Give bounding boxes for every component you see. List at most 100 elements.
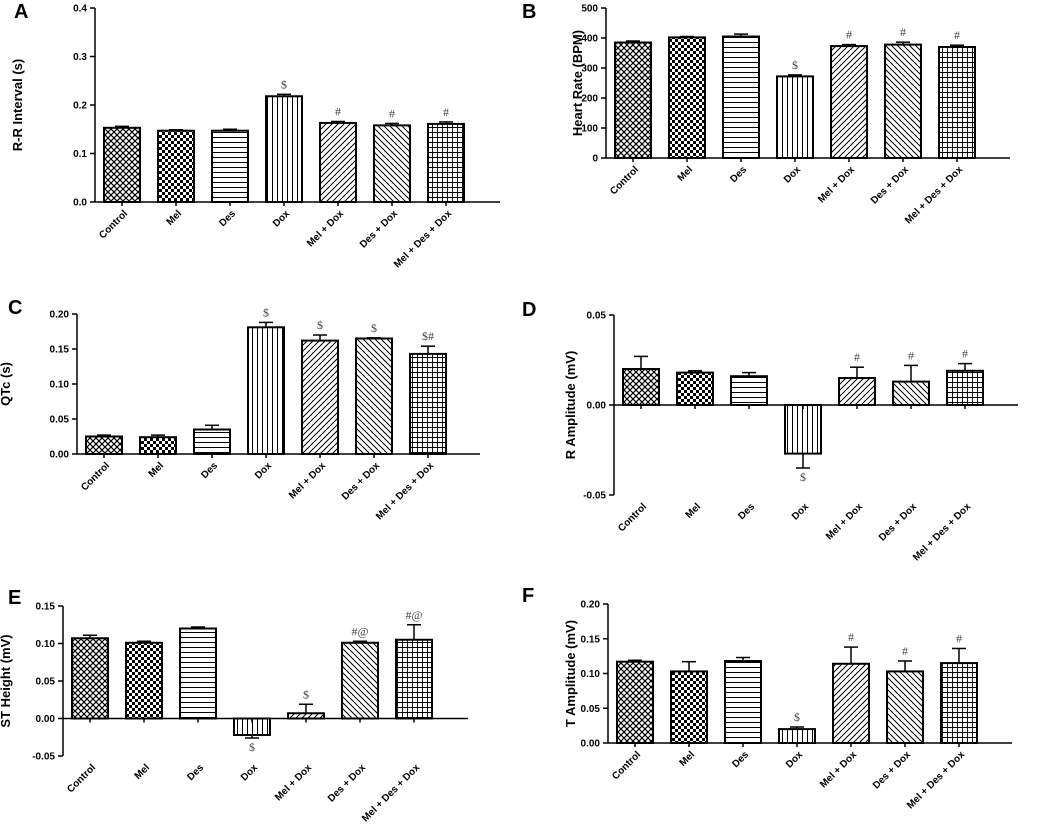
bar <box>373 124 411 203</box>
y-tick-label: 0.10 <box>581 669 601 680</box>
category-label: Dox <box>239 762 260 783</box>
y-tick-label: 400 <box>581 34 598 45</box>
y-tick-label: 0.05 <box>50 415 70 426</box>
bar <box>838 377 876 406</box>
y-tick-label: 0.00 <box>581 739 601 750</box>
y-tick-label: 100 <box>581 124 598 135</box>
significance-annotation: #@ <box>351 624 368 638</box>
significance-annotation: $ <box>800 470 806 484</box>
category-label: Des + Dox <box>340 460 382 502</box>
bar <box>886 670 924 744</box>
bar <box>409 352 447 455</box>
bar <box>616 660 654 744</box>
y-tick-label: 0.00 <box>50 450 70 461</box>
bar <box>71 637 109 720</box>
significance-annotation: # <box>846 28 852 42</box>
y-tick-label: 0.10 <box>36 639 56 650</box>
bar <box>614 41 652 159</box>
significance-annotation: $ <box>249 740 255 754</box>
y-tick-label: 0.20 <box>50 310 70 321</box>
significance-annotation: $ <box>303 687 309 701</box>
category-label: Mel <box>676 164 696 184</box>
bar <box>301 339 339 456</box>
significance-annotation: $ <box>263 305 269 319</box>
y-tick-label: 500 <box>581 4 598 15</box>
panel-letter: A <box>14 1 28 23</box>
bar <box>946 369 984 406</box>
y-axis-label: ST Height (mV) <box>0 634 13 727</box>
significance-annotation: $# <box>422 329 434 343</box>
y-tick-label: 0.4 <box>73 4 87 15</box>
category-label: Des <box>185 762 206 783</box>
significance-annotation: $ <box>281 77 287 91</box>
bar <box>265 95 303 203</box>
y-axis-label: R Amplitude (mV) <box>563 351 578 460</box>
panel-c: C QTc (s) 0.00 0.05 0.10 0.15 0.20 Control Mel… <box>0 297 480 522</box>
significance-annotation: $ <box>317 318 323 332</box>
category-label: Dox <box>271 208 292 229</box>
y-axis-label: R-R Interval (s) <box>10 59 25 151</box>
category-label: Mel <box>678 749 698 769</box>
bar <box>676 371 714 407</box>
significance-annotation: # <box>848 630 854 644</box>
significance-annotation: $ <box>792 58 798 72</box>
category-label: Mel <box>133 762 153 782</box>
bar <box>341 641 379 720</box>
bar <box>85 435 123 455</box>
category-label: Des + Dox <box>326 762 368 804</box>
category-label: Des + Dox <box>877 501 919 543</box>
category-label: Mel + Dox <box>818 749 859 790</box>
bar <box>319 121 357 203</box>
category-label: Mel <box>684 501 704 521</box>
category-label: Mel + Des + Dox <box>903 164 965 226</box>
significance-annotation: # <box>908 348 914 362</box>
category-label: Control <box>97 208 130 241</box>
significance-annotation: # <box>389 106 395 120</box>
bar <box>622 368 660 406</box>
significance-annotation: $ <box>371 321 377 335</box>
panel-letter: F <box>522 585 534 607</box>
significance-annotation: # <box>854 350 860 364</box>
y-tick-label: 0 <box>592 154 598 165</box>
panel-d: D R Amplitude (mV) -0.05 0.00 0.05 Control M… <box>522 299 1018 563</box>
bar <box>724 659 762 744</box>
category-label: Control <box>65 762 98 795</box>
significance-annotation: # <box>443 105 449 119</box>
category-label: Mel + Dox <box>305 208 346 249</box>
bar <box>211 129 249 203</box>
category-label: Mel + Des + Dox <box>905 749 967 811</box>
bar <box>157 129 195 203</box>
panel-letter: C <box>8 297 22 319</box>
significance-annotation: # <box>335 104 341 118</box>
bar <box>784 404 822 455</box>
y-axis-label: T Amplitude (mV) <box>563 620 578 727</box>
bar <box>193 428 231 455</box>
y-axis-label: Heart Rate (BPM) <box>570 30 585 136</box>
bar <box>287 712 325 720</box>
category-label: Control <box>610 749 643 782</box>
bar <box>670 670 708 744</box>
category-label: Dox <box>253 460 274 481</box>
bar <box>395 638 433 720</box>
category-label: Dox <box>790 501 811 522</box>
category-label: Mel + Dox <box>287 460 328 501</box>
bar <box>103 126 141 203</box>
category-label: Mel + Dox <box>824 501 865 542</box>
y-tick-label: 200 <box>581 94 598 105</box>
y-tick-label: 0.05 <box>587 311 607 322</box>
panel-e: E ST Height (mV) -0.05 0.00 0.05 0.10 0.15 Co… <box>0 587 468 824</box>
category-label: Control <box>79 460 112 493</box>
bar <box>355 337 393 455</box>
bar <box>722 35 760 159</box>
category-label: Control <box>608 164 641 197</box>
bar <box>776 75 814 159</box>
category-label: Dox <box>782 164 803 185</box>
category-label: Des <box>217 208 238 229</box>
y-tick-label: 0.15 <box>36 602 56 613</box>
y-axis-label: QTc (s) <box>0 362 13 406</box>
category-label: Mel + Des + Dox <box>374 460 436 522</box>
category-label: Des <box>730 749 751 770</box>
category-label: Des <box>736 501 757 522</box>
bar <box>730 375 768 407</box>
y-tick-label: 0.10 <box>50 380 70 391</box>
